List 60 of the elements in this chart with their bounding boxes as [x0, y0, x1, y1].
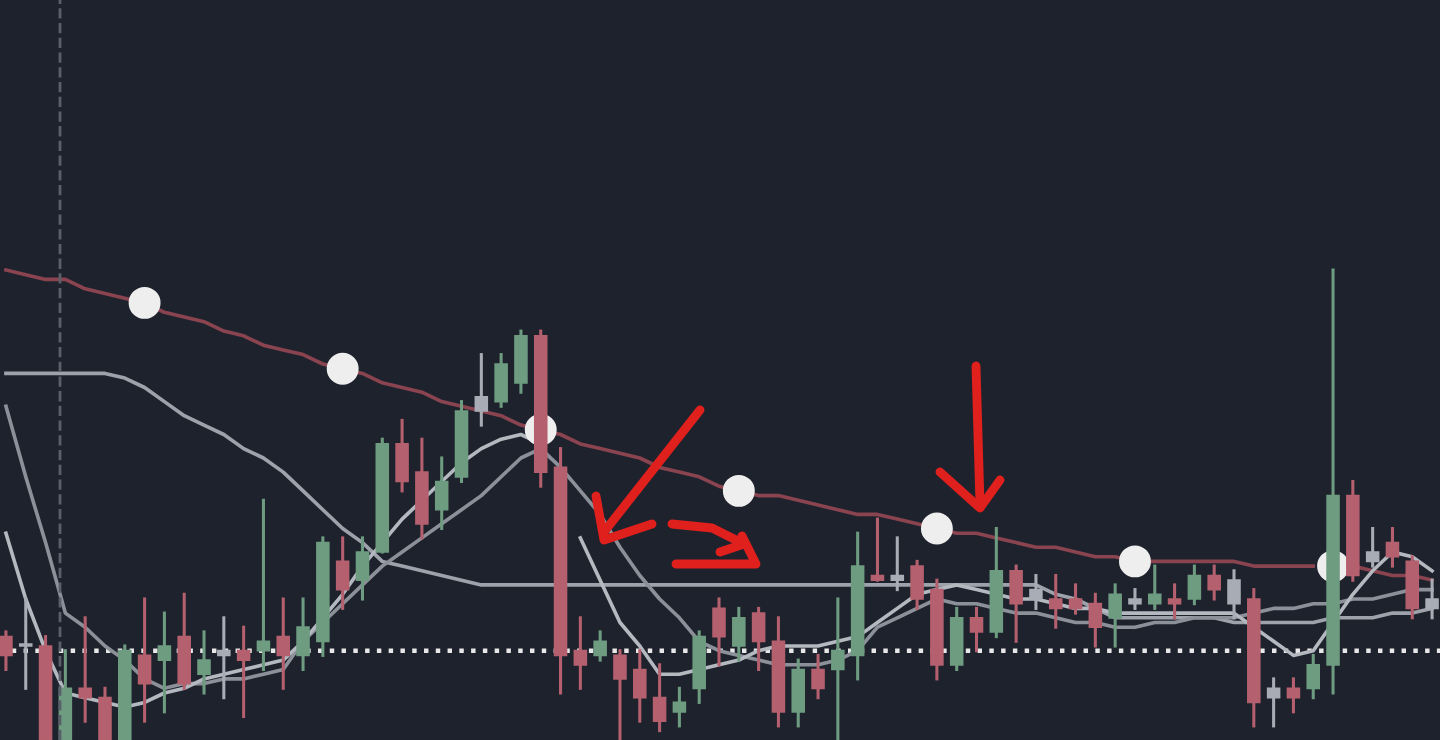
point — [722, 474, 755, 507]
candlestick — [1088, 592, 1103, 648]
candlestick — [672, 686, 687, 728]
candlestick — [1365, 526, 1380, 568]
candlestick — [1405, 555, 1420, 620]
candlestick — [949, 606, 964, 672]
candlestick — [1167, 583, 1182, 620]
candlestick — [811, 653, 825, 700]
candlestick — [969, 606, 984, 653]
candlestick — [177, 592, 191, 690]
candlestick — [474, 353, 489, 427]
candlestick — [217, 616, 231, 700]
candlestick — [236, 625, 251, 719]
candlestick — [732, 606, 746, 662]
candlestick — [613, 649, 627, 740]
candlestick — [831, 597, 845, 740]
candlestick — [1207, 564, 1221, 601]
candlestick — [751, 606, 766, 672]
point — [1119, 545, 1151, 578]
candlestick — [593, 630, 607, 662]
candlestick — [791, 658, 806, 728]
candlestick — [1187, 564, 1202, 606]
candlestick — [573, 616, 588, 690]
candlestick — [434, 456, 449, 531]
candlestick — [890, 536, 905, 592]
candlestick — [1048, 573, 1063, 629]
candlestick — [712, 597, 726, 667]
candlestick — [1266, 677, 1281, 728]
point — [326, 352, 359, 385]
candlestick — [137, 597, 152, 723]
candlestick — [296, 597, 310, 672]
candlestick — [633, 649, 647, 723]
candlestick — [1147, 564, 1162, 610]
candlestick — [1128, 588, 1142, 610]
candlestick — [98, 686, 112, 740]
candlestick — [256, 498, 271, 672]
point — [920, 512, 953, 545]
candlestick — [335, 536, 350, 610]
candlestick — [910, 559, 924, 610]
candlestick — [1108, 583, 1122, 648]
candlestick — [18, 597, 33, 690]
candlestick — [494, 353, 508, 408]
candlestick — [197, 630, 211, 695]
candlestick — [0, 630, 13, 672]
candlestick — [157, 611, 172, 714]
candlestick — [1385, 526, 1400, 568]
candlestick — [1306, 653, 1321, 700]
candlestick — [1029, 573, 1043, 610]
candlestick — [870, 517, 885, 582]
candlestick — [1227, 569, 1241, 620]
candlestick — [1009, 564, 1023, 643]
candlestick — [652, 663, 667, 733]
point — [128, 286, 161, 319]
candlestick — [355, 536, 370, 601]
candlestick — [1286, 677, 1301, 714]
candlestick — [1068, 583, 1083, 615]
candlestick — [276, 597, 291, 690]
candlestick — [78, 616, 92, 723]
candlestick — [395, 418, 409, 493]
candlestick — [514, 329, 528, 394]
